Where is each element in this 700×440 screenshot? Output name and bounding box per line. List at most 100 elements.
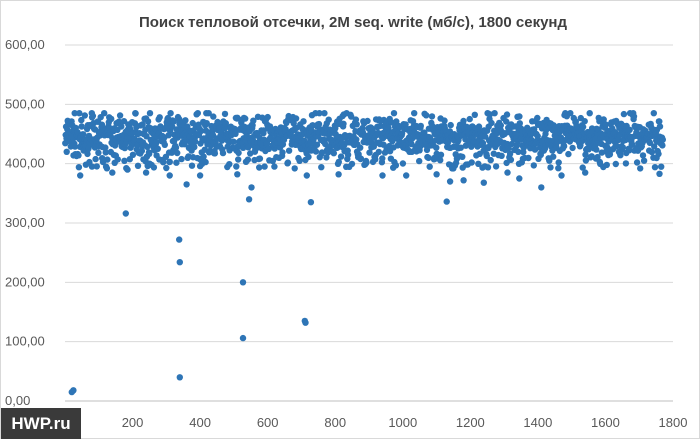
data-point bbox=[188, 162, 196, 169]
data-point bbox=[408, 140, 415, 148]
data-point bbox=[285, 147, 293, 154]
data-point bbox=[626, 147, 633, 154]
data-point bbox=[497, 122, 504, 129]
data-point bbox=[390, 110, 398, 117]
data-point bbox=[555, 165, 562, 172]
data-point-outlier bbox=[433, 171, 440, 178]
data-point bbox=[620, 110, 628, 118]
data-point bbox=[116, 112, 124, 119]
data-point bbox=[172, 144, 180, 151]
data-point bbox=[71, 143, 79, 150]
data-point bbox=[423, 112, 430, 119]
data-point bbox=[131, 135, 138, 143]
data-point bbox=[330, 150, 337, 157]
data-point bbox=[363, 159, 370, 166]
data-point bbox=[232, 130, 239, 137]
data-point bbox=[166, 158, 173, 166]
data-point bbox=[75, 164, 83, 171]
data-point bbox=[505, 145, 512, 152]
data-point bbox=[357, 144, 364, 151]
data-point-outlier bbox=[302, 319, 309, 326]
data-point bbox=[460, 117, 467, 125]
data-point bbox=[639, 152, 647, 159]
data-point bbox=[628, 141, 636, 148]
data-point bbox=[447, 121, 454, 129]
data-point bbox=[202, 158, 209, 166]
data-point-outlier bbox=[122, 210, 129, 217]
data-point bbox=[170, 118, 177, 125]
data-point bbox=[622, 160, 630, 167]
data-point bbox=[160, 159, 167, 166]
data-point bbox=[85, 144, 92, 151]
data-point bbox=[134, 162, 142, 169]
grid-lines bbox=[65, 44, 673, 402]
hwp-logo: HWP.ru bbox=[1, 408, 81, 439]
data-point bbox=[318, 149, 326, 156]
data-point bbox=[353, 136, 360, 143]
data-point-outlier bbox=[538, 184, 545, 191]
data-point bbox=[150, 164, 158, 171]
data-point bbox=[102, 144, 109, 151]
x-tick-label: 1200 bbox=[456, 415, 485, 430]
data-point bbox=[264, 113, 271, 121]
data-point bbox=[550, 153, 557, 160]
data-point-outlier bbox=[443, 198, 450, 205]
data-point bbox=[399, 160, 407, 167]
data-point bbox=[313, 141, 321, 148]
data-point bbox=[191, 143, 198, 151]
data-point bbox=[226, 161, 233, 168]
data-point-outlier bbox=[460, 177, 467, 184]
data-point-outlier bbox=[88, 163, 96, 170]
y-tick-label: 600,00 bbox=[5, 37, 45, 52]
data-point bbox=[191, 138, 199, 145]
data-point bbox=[92, 155, 99, 163]
data-point bbox=[507, 156, 515, 163]
data-point-outlier bbox=[335, 171, 342, 178]
data-point bbox=[93, 163, 101, 170]
y-tick-label: 0,00 bbox=[5, 393, 30, 408]
data-point-outlier bbox=[271, 163, 278, 170]
data-point bbox=[235, 149, 242, 157]
data-point-outlier bbox=[234, 171, 241, 178]
data-point-outlier bbox=[63, 148, 70, 155]
data-point bbox=[475, 160, 482, 167]
data-point bbox=[640, 157, 648, 164]
data-point bbox=[348, 160, 356, 168]
data-point bbox=[182, 117, 189, 124]
data-point bbox=[146, 150, 153, 158]
data-point bbox=[423, 146, 431, 154]
data-point bbox=[178, 155, 185, 163]
data-point-outlier bbox=[176, 236, 183, 243]
data-point bbox=[315, 120, 323, 128]
data-point bbox=[648, 148, 656, 156]
x-tick-label: 1000 bbox=[388, 415, 417, 430]
data-point bbox=[637, 165, 644, 172]
data-point-outlier bbox=[77, 172, 84, 179]
x-tick-label: 1600 bbox=[591, 415, 620, 430]
data-point bbox=[375, 148, 382, 156]
data-point bbox=[492, 163, 500, 170]
data-point bbox=[487, 156, 494, 164]
data-point bbox=[658, 163, 665, 170]
data-point bbox=[205, 110, 212, 117]
data-point bbox=[211, 150, 219, 157]
data-point bbox=[89, 112, 97, 120]
data-point bbox=[121, 157, 128, 164]
data-point bbox=[579, 164, 586, 171]
data-point bbox=[586, 110, 593, 117]
data-point bbox=[132, 110, 139, 117]
data-point bbox=[292, 115, 300, 122]
data-point bbox=[210, 113, 217, 120]
data-point bbox=[655, 150, 662, 158]
data-point-outlier bbox=[291, 165, 298, 172]
data-point bbox=[323, 154, 330, 161]
data-point bbox=[250, 117, 257, 124]
data-point bbox=[340, 120, 347, 128]
data-point bbox=[516, 120, 523, 127]
data-point bbox=[114, 156, 122, 163]
data-point bbox=[256, 164, 263, 171]
data-point bbox=[335, 158, 342, 166]
data-point bbox=[567, 110, 574, 117]
data-point-outlier bbox=[70, 387, 77, 394]
